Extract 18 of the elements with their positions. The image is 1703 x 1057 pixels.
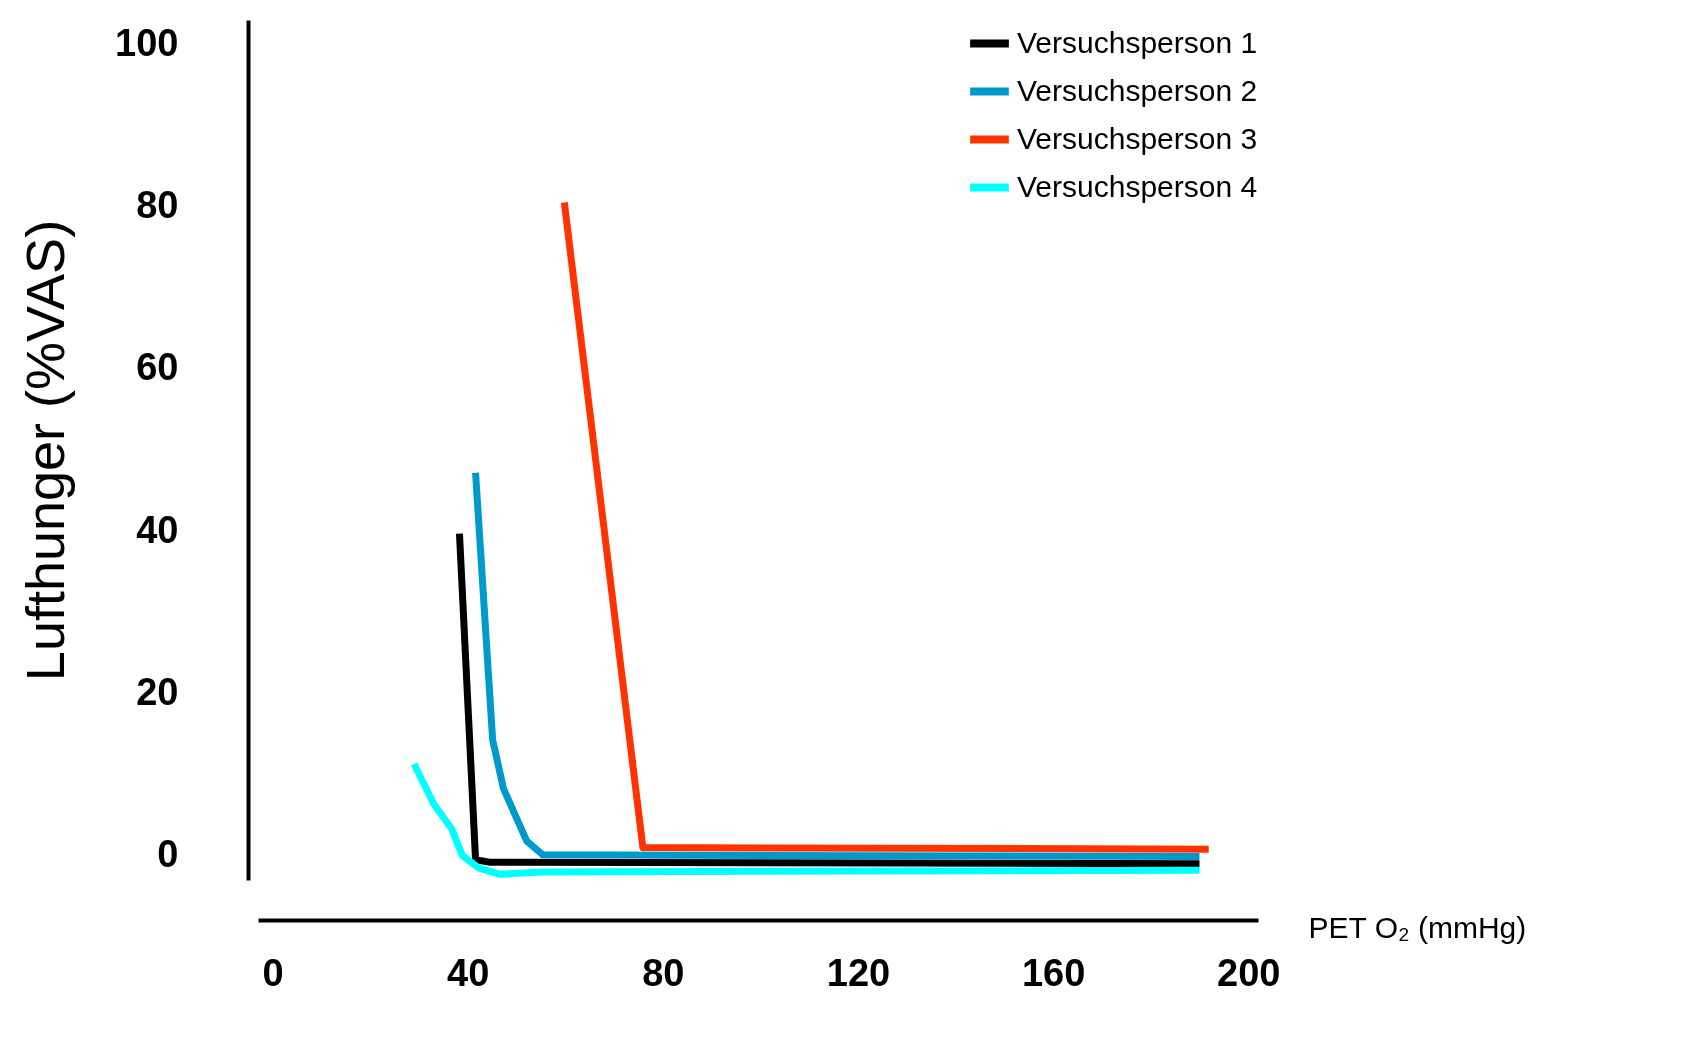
x-tick-label: 200 — [1217, 951, 1281, 994]
y-tick-label: 0 — [157, 833, 179, 876]
y-tick-label: 80 — [136, 184, 179, 227]
x-tick-label: 160 — [1021, 951, 1086, 994]
legend-label: Versuchsperson 1 — [1017, 25, 1258, 59]
legend-label: Versuchsperson 2 — [1017, 73, 1258, 107]
x-tick-label: 0 — [262, 951, 284, 994]
y-tick-label: 20 — [136, 670, 179, 713]
legend-label: Versuchsperson 4 — [1017, 169, 1258, 203]
y-tick-label: 100 — [115, 21, 179, 64]
x-axis-title: PET O₂ (mmHg) — [1308, 910, 1527, 944]
y-axis-title: Lufthunger (%VAS) — [15, 219, 76, 682]
x-tick-label: 120 — [826, 951, 891, 994]
x-tick-label: 80 — [642, 951, 685, 994]
y-tick-label: 40 — [136, 508, 179, 551]
x-tick-label: 40 — [447, 951, 490, 994]
legend-label: Versuchsperson 3 — [1017, 121, 1258, 155]
y-tick-label: 60 — [136, 346, 179, 389]
